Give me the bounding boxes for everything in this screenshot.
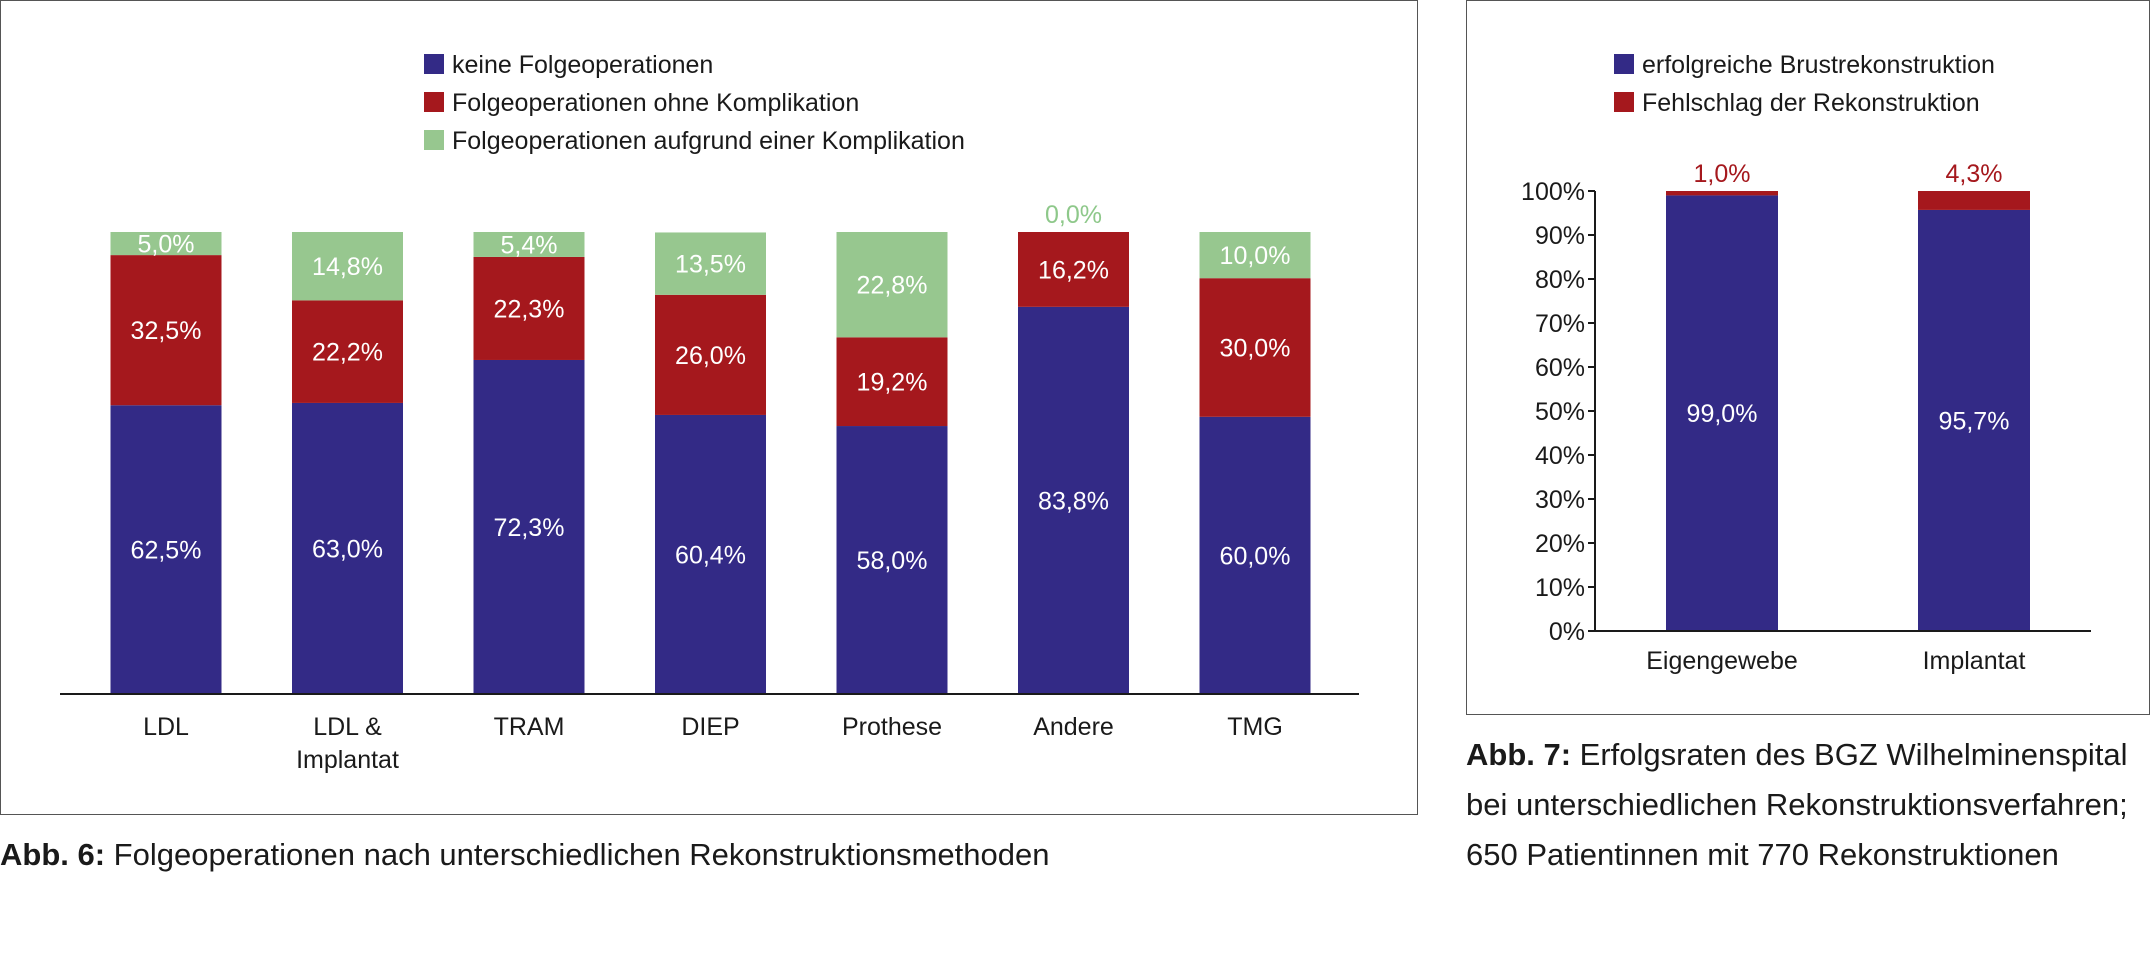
data-label-andere-folgeoperationen-ohne-komplikation: 16,2% [1038,256,1109,284]
bar-segment-andere-folgeoperationen-ohne-komplikation [1018,232,1129,307]
bar-segment-tram-folgeoperationen-aufgrund-einer-komplikation [473,232,585,257]
y-tick-label: 10% [1535,574,1585,602]
bar-segment-prothese-keine-folgeoperationen [836,426,948,694]
legend-label-folgeoperationen-aufgrund-einer-komplikation: Folgeoperationen aufgrund einer Komplika… [452,127,965,155]
data-label-tmg-folgeoperationen-aufgrund-einer-komplikation: 10,0% [1220,242,1291,270]
y-tick-label: 40% [1535,442,1585,470]
y-tick-label: 60% [1535,354,1585,382]
category-label-ldl: LDL [143,713,189,741]
legend-swatch-folgeoperationen-aufgrund-einer-komplikation [424,130,444,150]
data-label-tmg-folgeoperationen-ohne-komplikation: 30,0% [1220,335,1291,363]
bar-segment-diep-folgeoperationen-aufgrund-einer-komplikation [655,232,766,295]
data-label-implantat-erfolgreiche-brustrekonstruktion: 95,7% [1939,407,2010,435]
caption-text: Erfolgsraten des BGZ Wilhelminenspital b… [1466,737,2128,872]
caption-label: Abb. 6: [0,837,106,872]
data-label-implantat-fehlschlag-der-rekonstruktion: 4,3% [1946,160,2003,188]
category-label-tmg: TMG [1227,713,1283,741]
data-label-ldl-folgeoperationen-ohne-komplikation: 32,5% [131,317,202,345]
bar-segment-ldl-folgeoperationen-ohne-komplikation [110,255,222,406]
bar-segment-diep-keine-folgeoperationen [655,414,766,694]
data-label-ldl-keine-folgeoperationen: 62,5% [131,537,202,565]
bar-segment-eigengewebe-erfolgreiche-brustrekonstruktion [1666,195,1778,631]
y-tick-label: 0% [1549,618,1585,646]
y-tick-label: 70% [1535,310,1585,338]
bar-segment-tram-folgeoperationen-ohne-komplikation [473,256,585,360]
bar-segment-ldl-implantat-keine-folgeoperationen [292,402,403,694]
bar-segment-tram-keine-folgeoperationen [473,359,585,694]
category-label-diep: DIEP [681,713,739,741]
stacked-bar-chart-folgeoperationen: keine Folgeoperationen Folgeoperationen o… [60,51,1359,774]
category-label-eigengewebe: Eigengewebe [1646,647,1798,675]
data-label-ldl-implantat-keine-folgeoperationen: 63,0% [312,535,383,563]
stacked-bar-chart-erfolgsraten: erfolgreiche Brustrekonstruktion Fehlschl… [1521,51,2091,675]
legend-swatch-folgeoperationen-ohne-komplikation [424,92,444,112]
bar-segment-ldl-implantat-folgeoperationen-aufgrund-einer-komplikation [292,232,403,301]
chart-panel-erfolgsraten: erfolgreiche Brustrekonstruktion Fehlschl… [1466,0,2150,715]
bar-segment-diep-folgeoperationen-ohne-komplikation [655,294,766,415]
legend-label-fehlschlag-der-rekonstruktion: Fehlschlag der Rekonstruktion [1642,89,1980,117]
data-label-ldl-folgeoperationen-aufgrund-einer-komplikation: 5,0% [138,231,195,259]
figure-caption-abb-6: Abb. 6: Folgeoperationen nach unterschie… [0,830,1418,880]
data-label-diep-folgeoperationen-aufgrund-einer-komplikation: 13,5% [675,251,746,279]
y-tick-label: 90% [1535,222,1585,250]
bar-segment-eigengewebe-fehlschlag-der-rekonstruktion [1666,191,1778,196]
data-label-diep-keine-folgeoperationen: 60,4% [675,541,746,569]
caption-text: Folgeoperationen nach unterschiedlichen … [105,837,1050,872]
bar-segment-prothese-folgeoperationen-aufgrund-einer-komplikation [836,232,948,338]
data-label-diep-folgeoperationen-ohne-komplikation: 26,0% [675,342,746,370]
y-tick-label: 50% [1535,398,1585,426]
category-label-tram: TRAM [494,713,565,741]
data-label-tram-folgeoperationen-ohne-komplikation: 22,3% [494,295,565,323]
bar-segment-ldl-implantat-folgeoperationen-ohne-komplikation [292,300,403,403]
data-label-ldl-implantat-folgeoperationen-aufgrund-einer-komplikation: 14,8% [312,253,383,281]
data-label-eigengewebe-fehlschlag-der-rekonstruktion: 1,0% [1694,160,1751,188]
y-tick-label: 30% [1535,486,1585,514]
category-label-ldl-implantat: Implantat [296,746,399,774]
category-label-prothese: Prothese [842,713,942,741]
bar-segment-tmg-keine-folgeoperationen [1199,416,1311,694]
figure-caption-abb-7: Abb. 7: Erfolgsraten des BGZ Wilhelminen… [1466,730,2150,880]
bar-segment-tmg-folgeoperationen-ohne-komplikation [1199,278,1311,417]
data-label-prothese-folgeoperationen-aufgrund-einer-komplikation: 22,8% [857,272,928,300]
data-label-andere-keine-folgeoperationen: 83,8% [1038,487,1109,515]
data-label-tmg-keine-folgeoperationen: 60,0% [1220,542,1291,570]
caption-label: Abb. 7: [1466,737,1572,772]
y-tick-label: 100% [1521,178,1585,206]
category-label-implantat: Implantat [1923,647,2026,675]
bar-segment-implantat-erfolgreiche-brustrekonstruktion [1918,209,2030,632]
bar-segment-ldl-folgeoperationen-aufgrund-einer-komplikation [110,232,222,256]
bar-segment-implantat-fehlschlag-der-rekonstruktion [1918,191,2030,210]
chart-panel-folgeoperationen: keine Folgeoperationen Folgeoperationen o… [0,0,1418,815]
y-tick-label: 80% [1535,266,1585,294]
data-label-prothese-keine-folgeoperationen: 58,0% [857,547,928,575]
legend-swatch-fehlschlag-der-rekonstruktion [1614,92,1634,112]
legend-swatch-erfolgreiche-brustrekonstruktion [1614,54,1634,74]
data-label-andere-folgeoperationen-aufgrund-einer-komplikation: 0,0% [1045,201,1102,229]
legend-label-folgeoperationen-ohne-komplikation: Folgeoperationen ohne Komplikation [452,89,859,117]
bar-segment-andere-keine-folgeoperationen [1018,306,1129,694]
data-label-prothese-folgeoperationen-ohne-komplikation: 19,2% [857,369,928,397]
data-label-eigengewebe-erfolgreiche-brustrekonstruktion: 99,0% [1687,400,1758,428]
legend-label-keine-folgeoperationen: keine Folgeoperationen [452,51,713,79]
category-label-ldl-implantat: LDL & [313,713,382,741]
legend-label-erfolgreiche-brustrekonstruktion: erfolgreiche Brustrekonstruktion [1642,51,1995,79]
bar-segment-ldl-keine-folgeoperationen [110,405,222,694]
legend-swatch-keine-folgeoperationen [424,54,444,74]
category-label-andere: Andere [1033,713,1114,741]
data-label-ldl-implantat-folgeoperationen-ohne-komplikation: 22,2% [312,339,383,367]
data-label-tram-folgeoperationen-aufgrund-einer-komplikation: 5,4% [501,231,558,259]
bar-segment-tmg-folgeoperationen-aufgrund-einer-komplikation [1199,232,1311,279]
y-tick-label: 20% [1535,530,1585,558]
bar-segment-prothese-folgeoperationen-ohne-komplikation [836,337,948,427]
data-label-tram-keine-folgeoperationen: 72,3% [494,514,565,542]
